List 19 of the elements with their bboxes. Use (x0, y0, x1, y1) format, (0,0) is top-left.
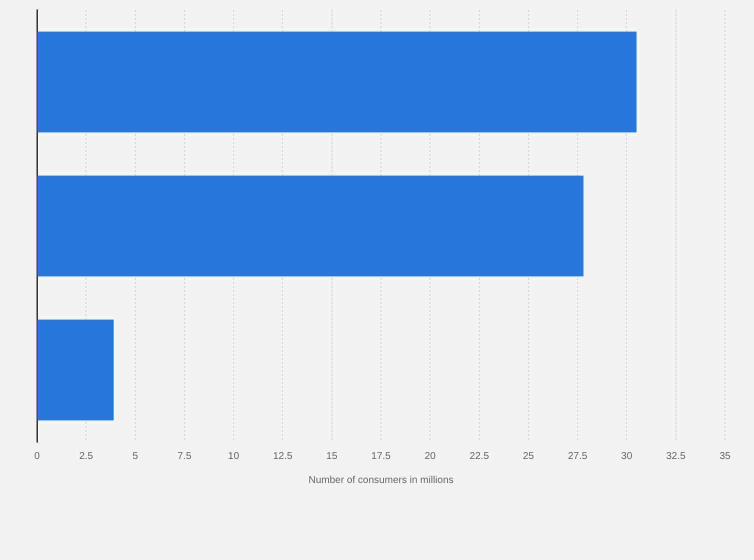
x-tick-label: 25 (522, 450, 534, 462)
x-tick-label: 7.5 (177, 450, 192, 462)
x-tick-label: 32.5 (666, 450, 686, 462)
x-tick-label: 2.5 (79, 450, 94, 462)
x-tick-label: 17.5 (371, 450, 392, 462)
bar (38, 320, 114, 420)
x-tick-label: 30 (621, 450, 633, 462)
bar (38, 176, 584, 276)
x-tick-label: 12.5 (272, 450, 293, 462)
x-tick-label: 22.5 (470, 450, 490, 462)
x-tick-label: 35 (719, 450, 731, 462)
bar (38, 32, 637, 132)
x-axis-title: Number of consumers in millions (308, 474, 454, 486)
x-tick-label: 27.5 (568, 450, 588, 462)
x-tick-label: 5 (132, 450, 139, 462)
x-tick-label: 0 (34, 450, 40, 462)
x-tick-label: 20 (424, 450, 436, 462)
x-tick-label: 10 (228, 450, 240, 462)
x-tick-label: 15 (326, 450, 338, 462)
